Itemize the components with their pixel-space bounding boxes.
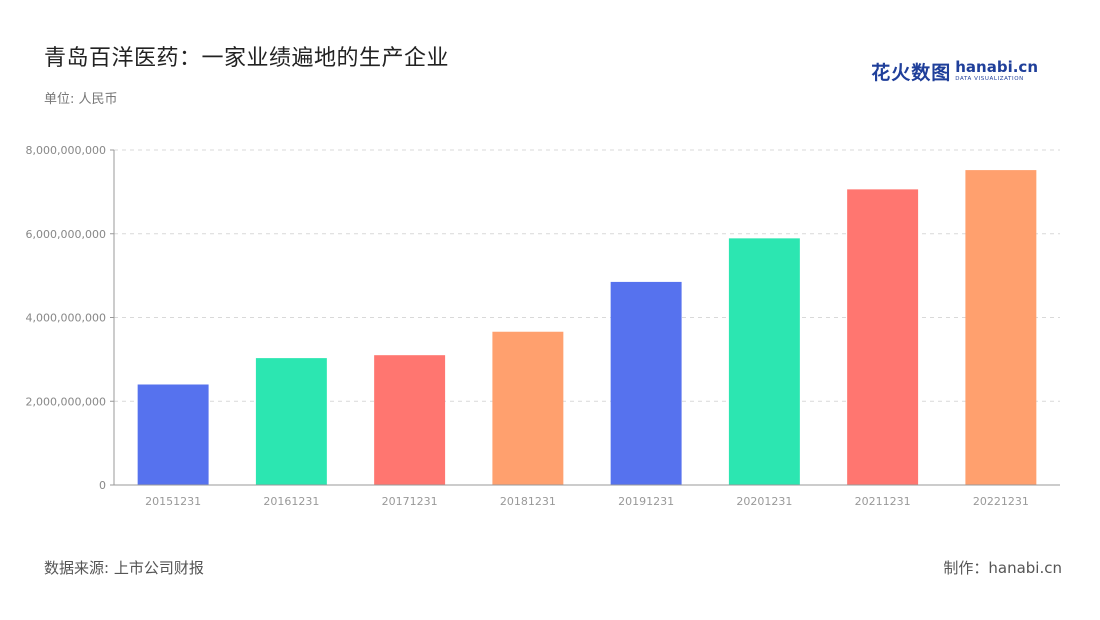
brand-logo-cn: 花火数图: [871, 62, 952, 84]
x-tick-label: 20181231: [500, 495, 556, 508]
x-tick-label: 20211231: [855, 495, 911, 508]
bar: [965, 170, 1037, 485]
unit-label: 单位: 人民币: [44, 92, 118, 107]
bar: [610, 281, 682, 485]
brand-logo: 花火数图 hanabi.cn DATA VISUALIZATION: [871, 58, 1038, 85]
x-axis: 20151231 20161231 20171231 20181231 20191231…: [114, 484, 1060, 508]
x-tick-label: 20171231: [382, 495, 438, 508]
credit: 制作：hanabi.cn: [943, 559, 1062, 577]
x-tick-label: 20201231: [736, 495, 792, 508]
y-tick-label: 0: [99, 479, 106, 492]
x-tick-label: 20191231: [618, 495, 674, 508]
y-axis: 0 2,000,000,000 4,000,000,000 6,000,000,000…: [26, 144, 115, 492]
x-tick-label: 20161231: [263, 495, 319, 508]
bar: [137, 384, 209, 485]
y-tick-label: 6,000,000,000: [26, 228, 106, 241]
data-source: 数据来源: 上市公司财报: [44, 559, 204, 577]
x-tick-label: 20151231: [145, 495, 201, 508]
bar: [728, 238, 800, 485]
bar: [492, 331, 564, 485]
x-tick-label: 20221231: [973, 495, 1029, 508]
y-tick-label: 8,000,000,000: [26, 144, 106, 157]
bar: [847, 189, 919, 486]
brand-logo-en-group: hanabi.cn DATA VISUALIZATION: [955, 60, 1038, 83]
bars: [137, 170, 1037, 486]
bar: [374, 355, 446, 485]
y-tick-label: 2,000,000,000: [26, 395, 106, 408]
y-tick-label: 4,000,000,000: [26, 312, 106, 325]
grid-lines: [114, 149, 1060, 402]
brand-logo-tag: DATA VISUALIZATION: [955, 76, 1024, 83]
brand-logo-en: hanabi.cn: [955, 58, 1038, 77]
chart-title: 青岛百洋医药：一家业绩遍地的生产企业: [44, 46, 450, 71]
bar: [255, 358, 327, 485]
